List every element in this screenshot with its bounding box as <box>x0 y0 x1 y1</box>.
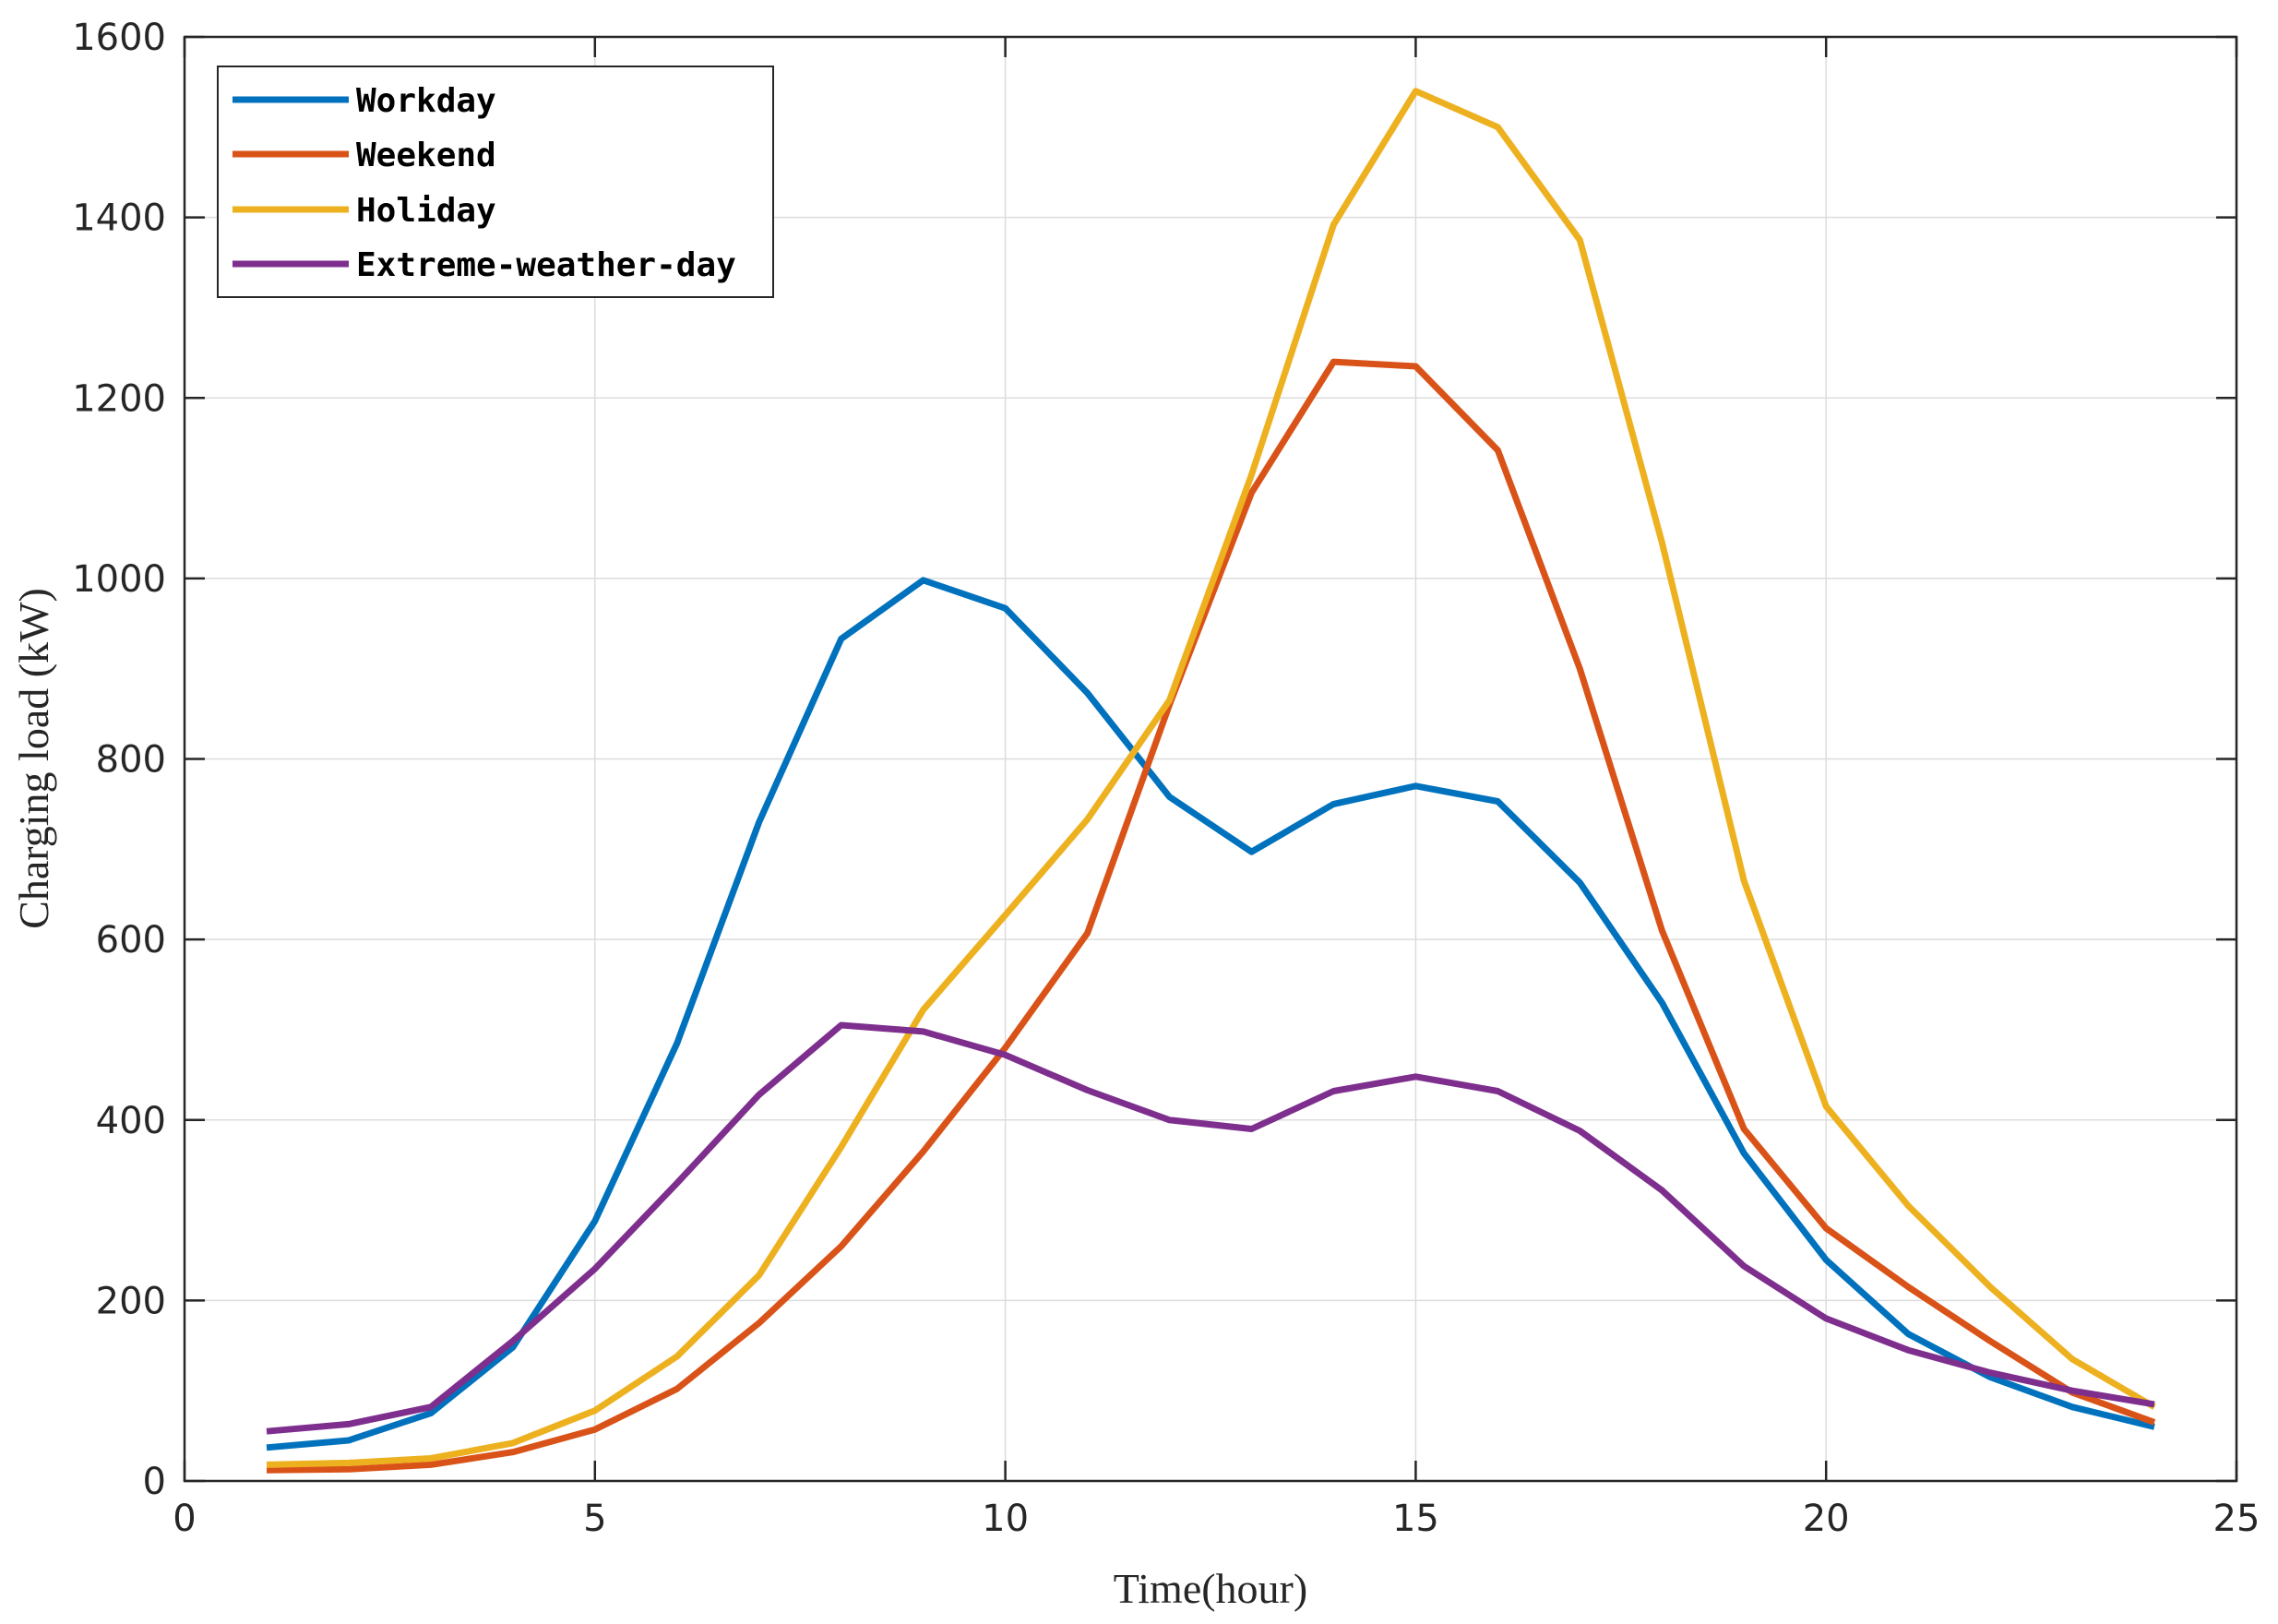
x-tick-label-20: 20 <box>1803 1498 1850 1540</box>
x-tick-label-0: 0 <box>173 1498 196 1540</box>
series-line-holiday <box>266 88 2156 1468</box>
series-layer <box>266 88 2156 1474</box>
series-line-workday <box>266 577 2155 1451</box>
tick-labels: 0 5 10 15 20 25 0 200 400 600 800 1000 1200 1400 1600 <box>72 17 2260 1540</box>
legend-label-workday: Workday <box>356 82 496 120</box>
x-tick-label-5: 5 <box>583 1498 606 1540</box>
y-axis-label: Charging load (kW) <box>10 588 57 929</box>
legend-label-extreme-weather-day: Extreme-weather-day <box>356 246 736 284</box>
x-tick-label-10: 10 <box>982 1498 1029 1540</box>
legend-label-holiday: Holiday <box>356 192 496 230</box>
y-tick-label-800: 800 <box>96 739 166 782</box>
y-tick-label-1600: 1600 <box>72 17 166 59</box>
grid-lines <box>185 37 2236 1481</box>
x-tick-label-25: 25 <box>2213 1498 2260 1540</box>
x-tick-label-15: 15 <box>1392 1498 1439 1540</box>
y-tick-label-0: 0 <box>143 1461 166 1503</box>
y-tick-label-600: 600 <box>96 919 166 961</box>
y-tick-label-1000: 1000 <box>72 558 166 601</box>
x-axis-label: Time(hour) <box>1114 1565 1307 1612</box>
legend-box <box>217 66 774 298</box>
y-tick-label-1400: 1400 <box>72 197 166 240</box>
y-tick-label-200: 200 <box>96 1280 166 1322</box>
axis-ticks <box>183 35 2238 1483</box>
series-line-extreme-weather-day <box>266 1021 2155 1435</box>
series-line-weekend <box>266 358 2156 1474</box>
y-tick-label-400: 400 <box>96 1100 166 1142</box>
y-tick-label-1200: 1200 <box>72 377 166 420</box>
legend: Workday Weekend Holiday Extreme-weather-… <box>217 66 774 298</box>
legend-label-weekend: Weekend <box>356 137 496 174</box>
